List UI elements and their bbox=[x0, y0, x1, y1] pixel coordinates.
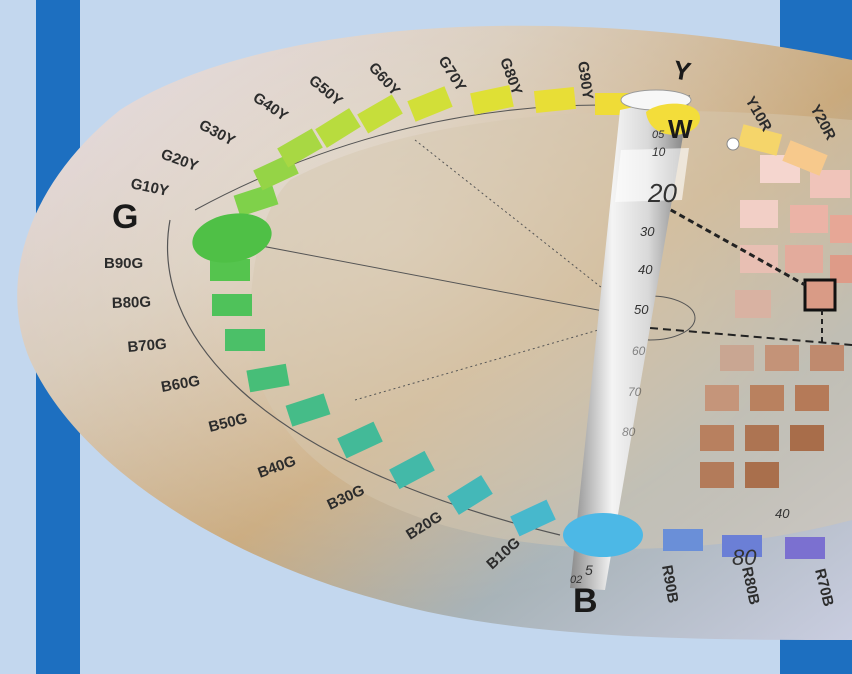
ring-label: B70G bbox=[127, 336, 168, 356]
hue-swatch bbox=[285, 393, 331, 427]
blackness-scale-label: 70 bbox=[628, 385, 642, 399]
hue-swatch bbox=[510, 499, 556, 537]
hue-ring-swatches bbox=[210, 85, 828, 559]
ring-label: B90G bbox=[104, 255, 143, 272]
mark-5: 5 bbox=[585, 562, 593, 578]
hue-swatch bbox=[357, 94, 403, 134]
primary-label-green: G bbox=[112, 198, 138, 236]
ring-label: G90Y bbox=[574, 60, 596, 100]
hue-swatch bbox=[782, 140, 828, 176]
white-point-marker bbox=[726, 137, 740, 151]
hue-swatch bbox=[407, 86, 453, 122]
hue-swatch bbox=[210, 259, 250, 281]
primary-label-yellow: Y bbox=[671, 54, 693, 87]
blackness-scale-label: 60 bbox=[632, 344, 646, 358]
primary-label-white: W bbox=[668, 114, 693, 144]
hue-swatch bbox=[533, 86, 577, 114]
green-primary-swatch bbox=[192, 213, 272, 263]
hue-swatch bbox=[470, 85, 514, 115]
blackness-scale-label: 10 bbox=[652, 145, 666, 159]
blackness-scale-label: 05 bbox=[652, 129, 665, 141]
mark-02: 02 bbox=[570, 574, 582, 586]
hue-swatch bbox=[337, 421, 383, 459]
hue-swatch bbox=[225, 329, 265, 351]
primary-label-blue: B bbox=[573, 582, 598, 620]
blackness-scale-label: 40 bbox=[638, 262, 653, 277]
hue-swatch bbox=[315, 108, 361, 148]
hue-swatch bbox=[233, 183, 279, 217]
blackness-scale-label: 20 bbox=[647, 178, 677, 208]
hue-swatch bbox=[246, 363, 290, 393]
blackness-scale-label: 50 bbox=[634, 302, 649, 317]
hue-swatch bbox=[785, 537, 825, 559]
hue-swatch bbox=[389, 450, 435, 490]
yellow-primary-swatch bbox=[646, 103, 700, 135]
hue-swatch bbox=[722, 535, 762, 557]
ring-label: B60G bbox=[160, 372, 202, 396]
ring-label: B80G bbox=[112, 294, 152, 312]
hue-swatch bbox=[447, 475, 493, 515]
mark-40: 40 bbox=[775, 506, 790, 521]
hue-swatch bbox=[663, 529, 703, 551]
blackness-scale-label: 80 bbox=[622, 425, 636, 439]
blue-primary-swatch bbox=[563, 513, 643, 557]
hue-swatch bbox=[212, 294, 252, 316]
mark-80: 80 bbox=[732, 545, 757, 570]
ring-label: R90B bbox=[658, 564, 681, 605]
blackness-scale-label: 30 bbox=[640, 224, 655, 239]
hue-swatch bbox=[737, 124, 783, 156]
hue-swatch bbox=[277, 128, 323, 168]
